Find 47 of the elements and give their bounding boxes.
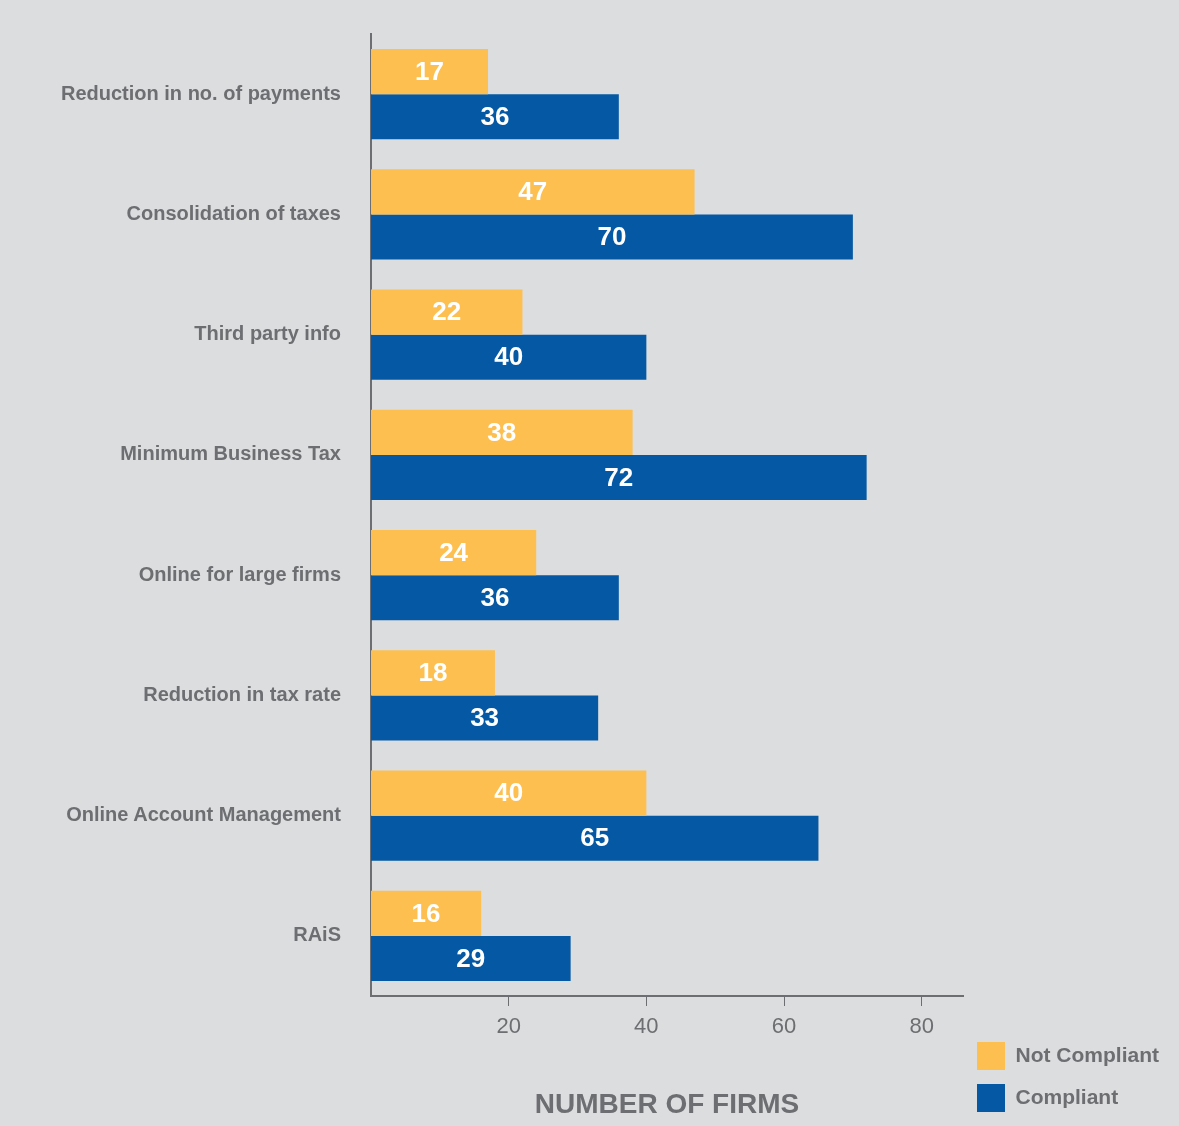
y-tick-label: Third party info xyxy=(194,322,341,345)
y-tick-label: RAiS xyxy=(293,923,341,946)
legend-label: Not Compliant xyxy=(1015,1042,1160,1066)
bar xyxy=(371,530,537,576)
y-tick-label: Reduction in no. of payments xyxy=(60,81,341,104)
bar xyxy=(371,454,867,500)
data-label: 36 xyxy=(480,581,510,612)
bar xyxy=(371,575,619,621)
bar xyxy=(371,49,489,95)
bar xyxy=(371,169,695,215)
data-label: 29 xyxy=(456,942,486,973)
data-label: 65 xyxy=(580,822,610,853)
data-label: 33 xyxy=(470,702,500,733)
bar xyxy=(371,695,599,741)
y-tick-label: Online Account Management xyxy=(66,803,342,826)
data-label: 72 xyxy=(604,461,634,492)
data-label: 36 xyxy=(480,100,510,131)
y-tick-label: Reduction in tax rate xyxy=(143,682,341,705)
bar xyxy=(371,289,523,335)
x-tick-label: 20 xyxy=(496,1013,521,1039)
data-label: 38 xyxy=(487,416,517,447)
bar xyxy=(371,815,819,861)
bar xyxy=(371,935,571,981)
legend-label: Compliant xyxy=(1015,1084,1119,1108)
x-tick-label: 80 xyxy=(909,1013,934,1039)
y-tick-label: Minimum Business Tax xyxy=(120,442,341,465)
data-label: 40 xyxy=(494,341,524,372)
bar xyxy=(371,214,853,260)
data-label: 47 xyxy=(518,176,548,206)
data-label: 16 xyxy=(411,897,441,928)
data-label: 22 xyxy=(432,296,462,327)
bar xyxy=(371,650,495,696)
bar xyxy=(371,94,619,140)
data-label: 17 xyxy=(415,55,444,86)
x-tick-label: 40 xyxy=(634,1013,659,1039)
bar xyxy=(371,409,633,455)
data-label: 70 xyxy=(597,221,627,252)
x-tick-label: 60 xyxy=(771,1013,797,1039)
y-tick-label: Consolidation of taxes xyxy=(126,201,341,224)
x-axis-title: NUMBER OF FIRMS xyxy=(534,1087,800,1119)
bar xyxy=(371,334,647,380)
bar xyxy=(371,890,482,936)
y-tick-label: Online for large firms xyxy=(138,562,341,585)
data-label: 18 xyxy=(418,657,448,687)
data-label: 40 xyxy=(494,777,524,808)
bar xyxy=(371,770,647,816)
data-label: 24 xyxy=(439,536,469,567)
